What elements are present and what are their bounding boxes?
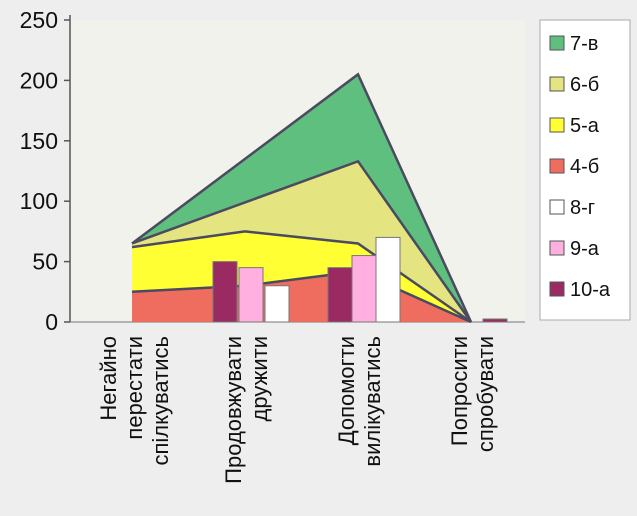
area-line-4-б bbox=[131, 269, 472, 324]
legend-label: 9-а bbox=[570, 238, 600, 260]
x-category-label: вилікуватись bbox=[360, 336, 385, 467]
legend-label: 4-б bbox=[570, 156, 599, 178]
bar-8-г bbox=[375, 236, 401, 323]
y-tick-label: 200 bbox=[20, 67, 58, 93]
x-category-label: Продовжувати bbox=[221, 336, 246, 484]
x-category-label: перестати bbox=[122, 336, 147, 440]
legend-swatch bbox=[549, 76, 565, 92]
x-category-label: Негайно bbox=[96, 336, 121, 421]
legend-label: 6-б bbox=[570, 74, 599, 96]
x-category-label: спілкуватись bbox=[148, 336, 173, 466]
x-category-label: дружити bbox=[247, 336, 272, 421]
legend-swatch bbox=[549, 158, 565, 174]
y-tick-label: 250 bbox=[20, 7, 58, 33]
legend-label: 8-г bbox=[570, 197, 595, 219]
bar-8-г bbox=[264, 285, 290, 323]
legend-swatch bbox=[549, 281, 565, 297]
area-line-5-а bbox=[131, 230, 472, 324]
x-category-label: спробувати bbox=[473, 336, 498, 452]
bar-10-а bbox=[212, 261, 238, 323]
legend-swatch bbox=[549, 240, 565, 256]
x-category-label: Допомогти bbox=[334, 336, 359, 445]
y-tick-label: 50 bbox=[32, 249, 58, 275]
bar-10-а bbox=[327, 267, 353, 323]
legend-label: 10-а bbox=[570, 279, 611, 301]
legend-label: 5-а bbox=[570, 115, 600, 137]
legend-label: 7-в bbox=[570, 33, 598, 55]
area-line-7-в bbox=[131, 72, 473, 323]
bar-10-а bbox=[482, 318, 508, 323]
x-category-label: Попросити bbox=[447, 336, 472, 446]
y-tick-label: 100 bbox=[20, 188, 58, 214]
area-line-6-б bbox=[131, 159, 473, 323]
legend-swatch bbox=[549, 199, 565, 215]
legend-swatch bbox=[549, 35, 565, 51]
legend-swatch bbox=[549, 117, 565, 133]
bar-9-а bbox=[238, 267, 264, 323]
y-tick-label: 0 bbox=[45, 309, 58, 335]
bar-9-а bbox=[351, 255, 377, 323]
y-tick-label: 150 bbox=[20, 128, 58, 154]
